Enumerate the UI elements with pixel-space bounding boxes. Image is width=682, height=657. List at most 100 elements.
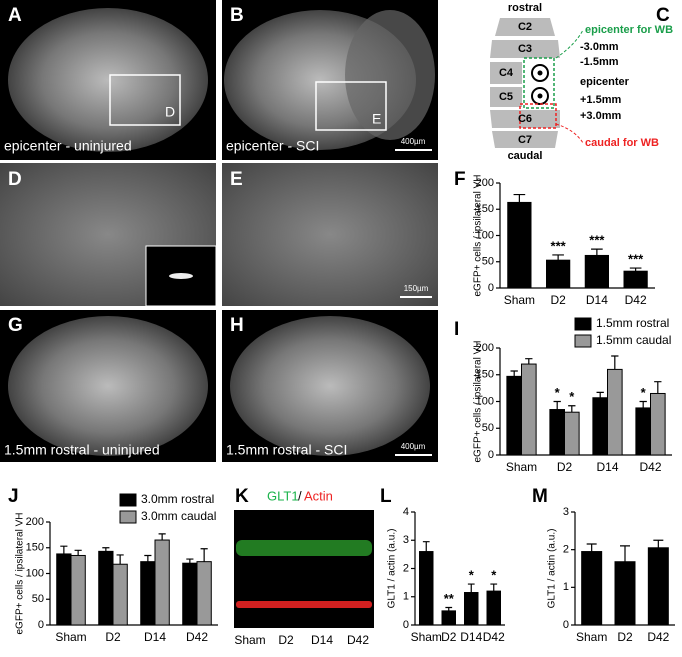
x-tick-label: D2 (617, 630, 633, 644)
significance: *** (589, 233, 605, 248)
caption: 1.5mm rostral - SCI (226, 442, 347, 458)
lane-label: D2 (278, 633, 294, 647)
bar (507, 201, 532, 289)
y-tick-label: 200 (476, 177, 494, 189)
level-label: -3.0mm (580, 41, 619, 53)
bar (623, 270, 648, 289)
significance: * (569, 389, 575, 404)
error-bar (144, 554, 152, 562)
bar (650, 392, 666, 456)
panel-b: E B epicenter - SCI 400µm (222, 0, 438, 160)
segment-label: C6 (518, 113, 532, 125)
significance: * (491, 567, 497, 582)
y-tick-label: 150 (476, 369, 494, 381)
y-tick-label: 50 (32, 593, 44, 605)
bar (182, 562, 198, 626)
lane-label: D14 (311, 633, 333, 647)
wb-label: caudal for WB (585, 137, 659, 149)
y-axis-label: GLT1 / actin (a.u.) (547, 529, 558, 609)
bar (441, 610, 456, 626)
error-bar (629, 267, 642, 272)
panel-c: C rostral epicenter for WB caudal for WB… (490, 2, 673, 162)
error-bar (158, 533, 166, 541)
level-label: +3.0mm (580, 110, 621, 122)
x-tick-label: D42 (647, 630, 669, 644)
x-tick-label: D14 (596, 460, 618, 474)
bar (464, 592, 479, 626)
x-tick-label: D14 (460, 630, 482, 644)
scale-bar-label: 400µm (401, 137, 426, 146)
panel-letter: M (532, 486, 548, 507)
y-tick-label: 2 (563, 544, 569, 556)
error-bar (186, 558, 194, 564)
segment-label: C4 (499, 67, 514, 79)
bar (607, 368, 623, 456)
bar (614, 561, 636, 626)
y-tick-label: 1 (563, 581, 569, 593)
bar (140, 561, 156, 626)
y-tick-label: 50 (482, 256, 494, 268)
x-tick-label: Sham (55, 630, 86, 644)
y-tick-label: 0 (563, 619, 569, 631)
panel-letter: B (230, 5, 244, 26)
error-bar (490, 583, 498, 592)
x-tick-label: D42 (639, 460, 661, 474)
y-tick-label: 0 (403, 619, 409, 631)
bar (56, 553, 72, 626)
x-tick-label: D42 (483, 630, 505, 644)
caption: 1.5mm rostral - uninjured (4, 442, 160, 458)
scale-bar-label: 400µm (401, 442, 426, 451)
legend-label: 1.5mm caudal (596, 333, 671, 347)
panel-a: D A epicenter - uninjured (0, 0, 216, 160)
legend-swatch (119, 493, 137, 507)
box-label: D (165, 104, 175, 120)
level-label: +1.5mm (580, 94, 621, 106)
panel-letter: K (235, 486, 249, 507)
panel-letter: C (656, 5, 670, 26)
error-bar (611, 355, 619, 370)
y-tick-label: 3 (403, 534, 409, 546)
y-tick-label: 150 (476, 203, 494, 215)
wb-label: epicenter for WB (585, 24, 673, 36)
x-tick-label: D2 (105, 630, 121, 644)
y-tick-label: 4 (403, 506, 409, 518)
bar (584, 254, 609, 289)
x-tick-label: D2 (550, 293, 566, 307)
bar (564, 411, 580, 456)
bar (546, 259, 571, 289)
rostral-label: rostral (508, 2, 542, 14)
panel-letter: F (454, 169, 466, 190)
x-tick-label: D14 (144, 630, 166, 644)
y-axis-label: eGFP+ cells / ipsilateral VH (15, 513, 26, 635)
error-bar (653, 539, 664, 548)
y-axis-label: GLT1 / actin (a.u.) (387, 529, 398, 609)
bar (70, 554, 86, 626)
panel-letter: A (8, 5, 22, 26)
level-label: epicenter (580, 76, 630, 88)
significance: * (555, 385, 561, 400)
scale-bar-label: 150µm (404, 284, 429, 293)
panel-letter: L (380, 486, 392, 507)
x-tick-label: Sham (411, 630, 442, 644)
bar (196, 561, 212, 626)
y-tick-label: 3 (563, 506, 569, 518)
y-tick-label: 100 (26, 567, 44, 579)
error-bar (102, 547, 110, 552)
y-tick-label: 100 (476, 395, 494, 407)
legend-swatch (119, 510, 137, 524)
error-bar (586, 543, 597, 552)
error-bar (596, 391, 604, 398)
panel-h: H 1.5mm rostral - SCI 400µm (222, 310, 438, 462)
x-tick-label: D2 (441, 630, 457, 644)
caption: epicenter - uninjured (4, 138, 132, 154)
bar (549, 409, 566, 456)
y-tick-label: 0 (38, 619, 44, 631)
panel-letter: E (230, 169, 243, 190)
bar (98, 550, 114, 626)
x-tick-label: Sham (504, 293, 535, 307)
error-bar (200, 548, 208, 562)
lane-label: Sham (234, 633, 265, 647)
y-tick-label: 100 (476, 229, 494, 241)
significance: ** (444, 591, 455, 606)
